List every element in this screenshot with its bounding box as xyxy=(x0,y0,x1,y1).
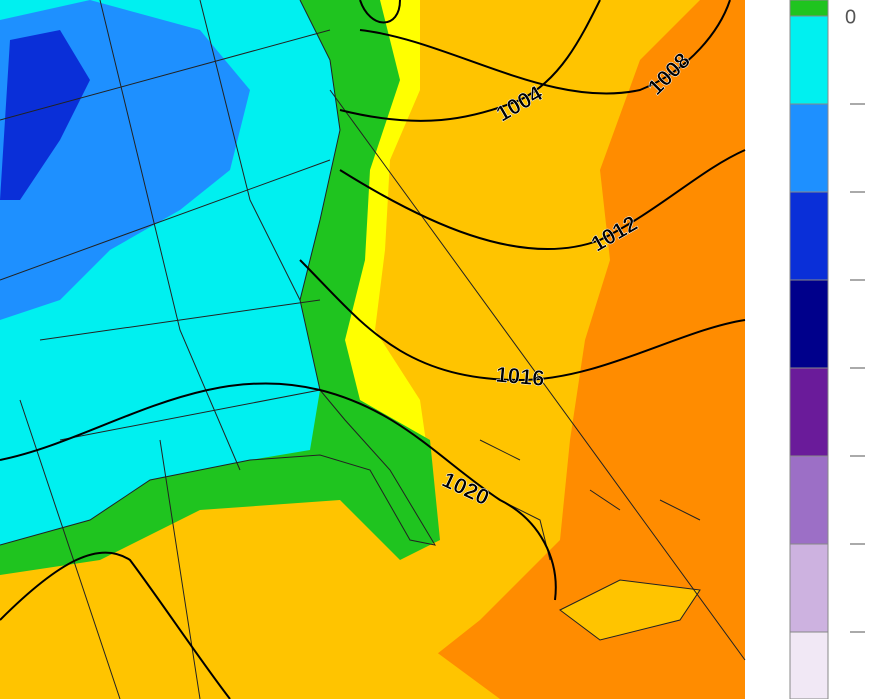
color-swatch xyxy=(789,15,829,105)
land-coldest xyxy=(0,30,90,200)
isobar xyxy=(0,382,557,601)
color-swatch xyxy=(789,191,829,281)
color-swatch xyxy=(789,455,829,545)
south-land xyxy=(40,590,500,699)
isobars xyxy=(0,0,746,699)
island xyxy=(559,579,701,641)
color-swatch xyxy=(789,631,829,699)
color-swatch xyxy=(789,367,829,457)
colorbar-ticks xyxy=(850,103,865,633)
map-field xyxy=(0,0,745,699)
borders xyxy=(0,0,746,699)
isobar xyxy=(359,0,401,24)
colorbar-label: 0 xyxy=(845,6,856,28)
coastline xyxy=(0,0,437,546)
isobar xyxy=(339,0,601,122)
color-swatch xyxy=(789,103,829,193)
color-swatch xyxy=(789,279,829,369)
colorbar: 0 xyxy=(789,0,865,699)
isobar xyxy=(0,551,231,699)
isobar xyxy=(339,149,746,251)
state-lines xyxy=(0,0,746,699)
isobar xyxy=(359,0,731,95)
color-swatch xyxy=(789,543,829,633)
isobar xyxy=(299,259,746,382)
islands-outline xyxy=(479,439,701,561)
color-swatch xyxy=(789,0,829,17)
isobar-label: 1016 xyxy=(495,362,546,391)
